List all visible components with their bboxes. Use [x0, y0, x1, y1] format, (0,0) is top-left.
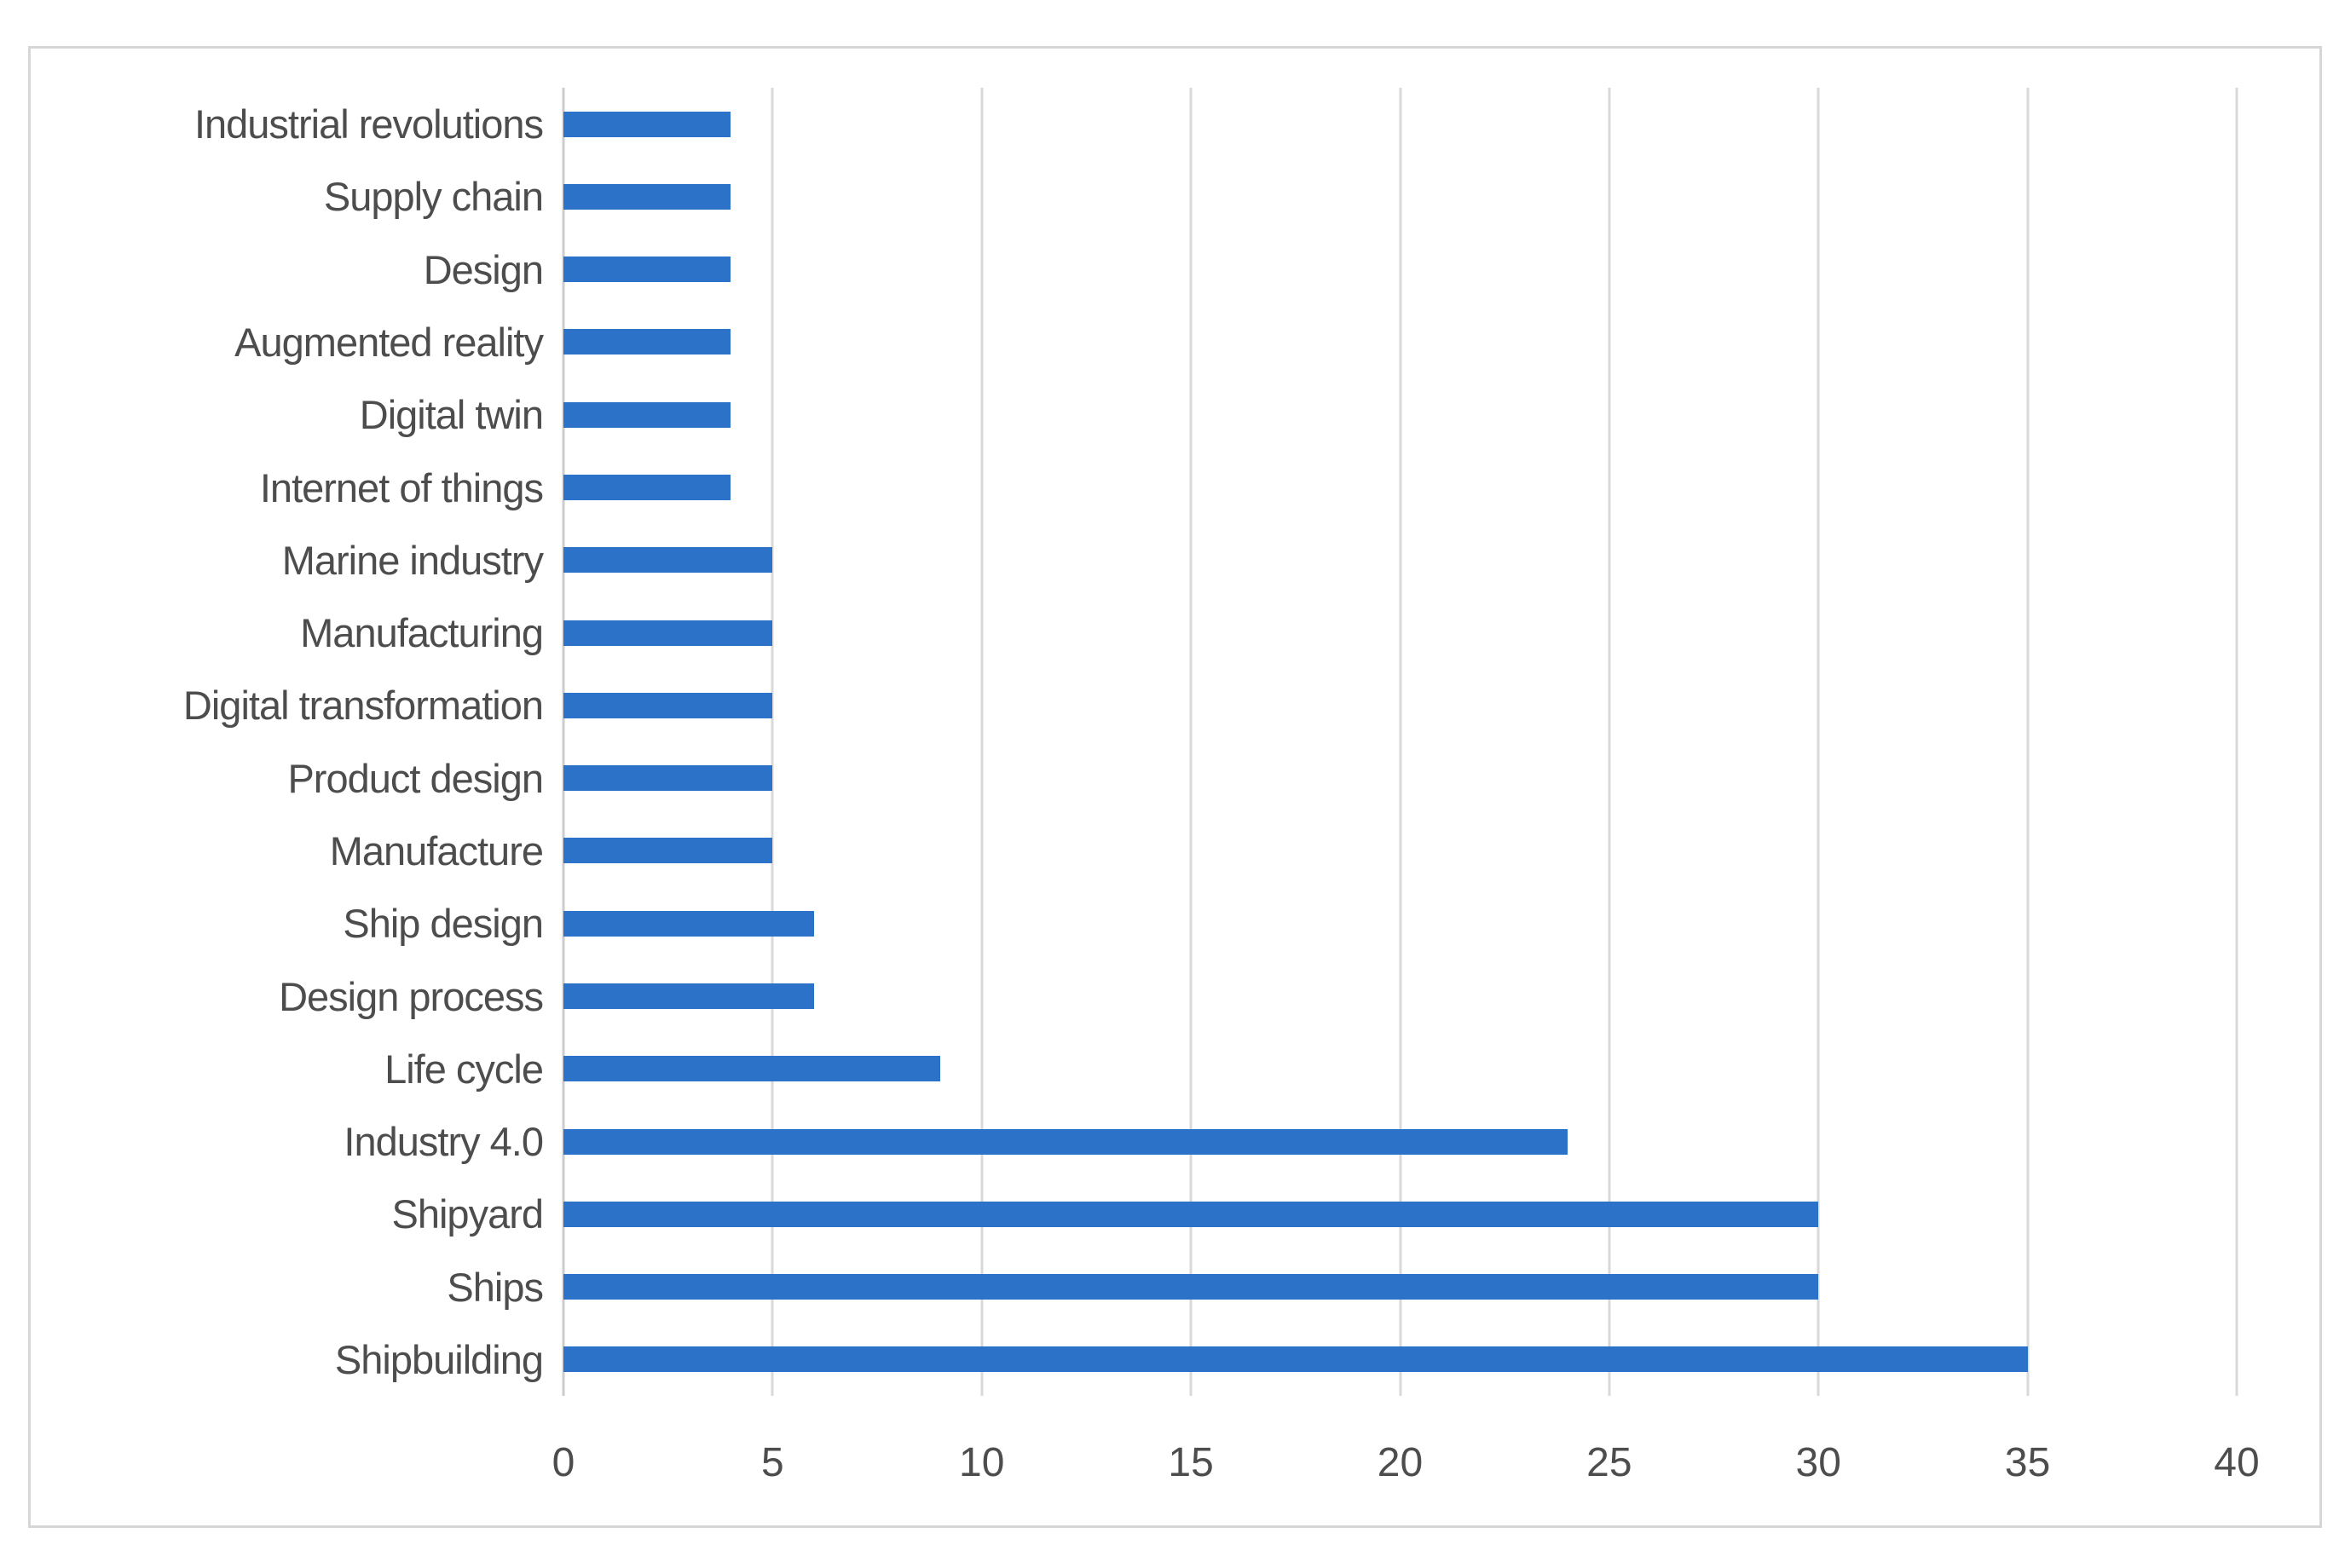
gridline — [980, 88, 984, 1396]
gridline — [2026, 88, 2030, 1396]
gridline — [2235, 88, 2238, 1396]
category-label: Shipbuilding — [334, 1336, 544, 1382]
bar — [563, 692, 773, 718]
bar-row — [563, 960, 2237, 1032]
x-tick-label: 25 — [1586, 1440, 1632, 1485]
bar — [563, 111, 731, 137]
category-label: Design — [423, 246, 544, 292]
bar-row — [563, 451, 2237, 523]
gridline — [562, 88, 565, 1396]
bar-row — [563, 233, 2237, 306]
x-tick-label: 15 — [1168, 1440, 1214, 1485]
bar — [563, 983, 815, 1010]
gridline — [771, 88, 774, 1396]
category-label: Shipyard — [391, 1191, 545, 1237]
category-label: Supply chain — [323, 174, 544, 220]
bar-row — [563, 160, 2237, 233]
category-label: Ship design — [343, 901, 544, 947]
bar — [563, 1128, 1568, 1155]
x-tick-label: 0 — [552, 1440, 575, 1485]
bar — [563, 1201, 1819, 1227]
bar-row — [563, 88, 2237, 160]
bar — [563, 1056, 940, 1082]
category-label: Marine industry — [281, 537, 544, 583]
bar-row — [563, 1251, 2237, 1323]
category-label: Digital transformation — [182, 683, 544, 729]
gridline — [1189, 88, 1193, 1396]
bar — [563, 1274, 1819, 1300]
category-label: Internet of things — [259, 464, 544, 510]
gridline — [1817, 88, 1820, 1396]
category-labels: Industrial revolutions Supply chain Desi… — [31, 88, 545, 1396]
category-label: Ships — [447, 1264, 544, 1310]
bar — [563, 1346, 2028, 1373]
gridline — [1399, 88, 1401, 1396]
category-label: Industry 4.0 — [344, 1119, 544, 1165]
bar — [563, 329, 731, 355]
bar-row — [563, 669, 2237, 741]
category-label: Augmented reality — [234, 319, 544, 365]
x-tick-label: 35 — [2004, 1440, 2051, 1485]
category-label: Life cycle — [384, 1046, 544, 1092]
category-label: Product design — [287, 755, 544, 801]
gridline — [1608, 88, 1611, 1396]
bar — [563, 765, 773, 792]
bar-row — [563, 887, 2237, 960]
bar-rows — [563, 88, 2237, 1396]
bar — [563, 183, 731, 210]
bar-row — [563, 1178, 2237, 1250]
bar-row — [563, 306, 2237, 378]
figure: Industrial revolutions Supply chain Desi… — [28, 46, 2322, 1528]
bar-row — [563, 524, 2237, 597]
x-tick-label: 30 — [1795, 1440, 1841, 1485]
category-label: Manufacture — [329, 827, 544, 873]
bar-row — [563, 597, 2237, 669]
bar-row — [563, 1323, 2237, 1396]
x-tick-label: 5 — [761, 1440, 784, 1485]
bar — [563, 620, 773, 646]
category-label: Design process — [279, 973, 544, 1019]
bar — [563, 838, 773, 864]
x-axis: 0 5 10 15 20 25 30 35 40 — [552, 1429, 2260, 1497]
bar-row — [563, 1105, 2237, 1178]
bar — [563, 910, 815, 937]
gridlines — [562, 88, 2238, 1396]
bar — [563, 401, 731, 428]
x-tick-label: 10 — [959, 1440, 1005, 1485]
x-tick-label: 20 — [1377, 1440, 1424, 1485]
category-label: Manufacturing — [300, 610, 544, 656]
bar-row — [563, 378, 2237, 451]
bar-row — [563, 742, 2237, 815]
bar-row — [563, 1033, 2237, 1105]
plot-area — [562, 88, 2238, 1396]
bar — [563, 547, 773, 574]
bar — [563, 475, 731, 501]
bar-row — [563, 815, 2237, 887]
category-label: Industrial revolutions — [193, 101, 544, 147]
category-label: Digital twin — [359, 392, 544, 438]
x-tick-label: 40 — [2214, 1440, 2260, 1485]
bar — [563, 257, 731, 283]
